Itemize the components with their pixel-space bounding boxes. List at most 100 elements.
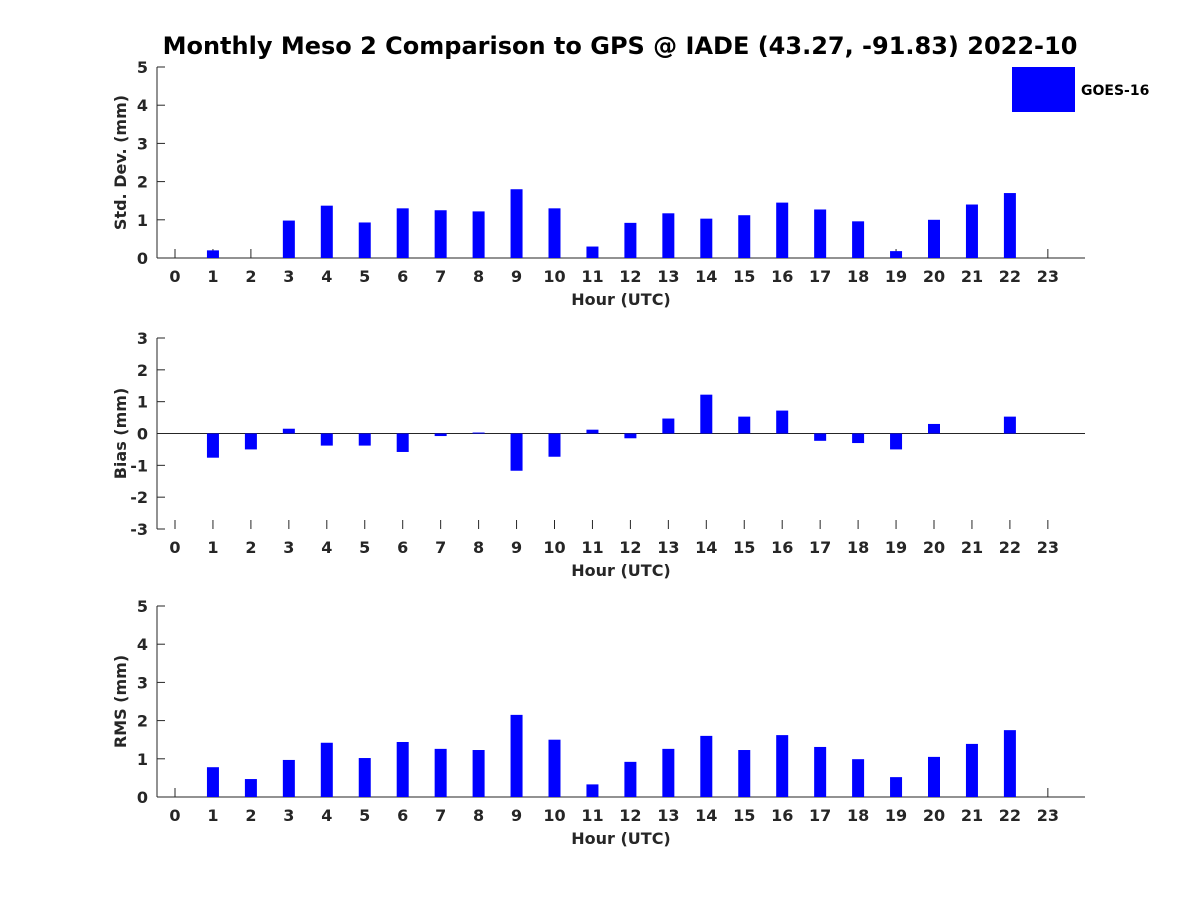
x-tick-label: 11 xyxy=(581,806,603,825)
x-tick-label: 8 xyxy=(473,267,484,286)
bar-rms-hour-19 xyxy=(890,777,903,797)
bar-rms-hour-5 xyxy=(358,758,371,797)
bar-bias-hour-20 xyxy=(928,423,940,434)
x-tick-label: 14 xyxy=(695,806,717,825)
x-tick-label: 14 xyxy=(695,538,717,557)
x-tick-label: 7 xyxy=(435,806,446,825)
x-tick-label: 23 xyxy=(1037,538,1059,557)
x-tick-label: 1 xyxy=(207,806,218,825)
bar-rms-hour-10 xyxy=(548,739,561,797)
x-tick-label: 2 xyxy=(245,806,256,825)
x-tick-label: 8 xyxy=(473,806,484,825)
x-tick-label: 4 xyxy=(321,267,332,286)
legend-label-goes-16: GOES-16 xyxy=(1081,83,1149,99)
y-tick-label: 0 xyxy=(137,425,148,444)
y-tick-label: 3 xyxy=(137,134,148,153)
x-tick-label: 17 xyxy=(809,267,831,286)
y-tick-label: -1 xyxy=(130,456,148,475)
y-tick-label: 2 xyxy=(137,173,148,192)
y-tick-label: 1 xyxy=(137,211,148,230)
bar-std-dev-hour-14 xyxy=(700,218,713,258)
x-tick-label: 17 xyxy=(809,806,831,825)
x-tick-label: 10 xyxy=(543,806,565,825)
bar-bias-hour-7 xyxy=(434,433,447,437)
bar-std-dev-hour-5 xyxy=(358,222,371,258)
x-tick-label: 4 xyxy=(321,538,332,557)
bar-std-dev-hour-10 xyxy=(548,208,561,258)
bar-bias-hour-12 xyxy=(624,433,637,439)
bar-rms-hour-11 xyxy=(586,784,599,797)
y-axis-label-std-dev: Std. Dev. (mm) xyxy=(111,95,130,230)
bar-bias-hour-9 xyxy=(510,433,523,471)
x-tick-label: 12 xyxy=(619,538,641,557)
y-tick-label: 1 xyxy=(137,393,148,412)
x-tick-label: 1 xyxy=(207,267,218,286)
bar-rms-hour-3 xyxy=(282,759,295,797)
y-tick-label: 3 xyxy=(137,329,148,348)
x-tick-label: 9 xyxy=(511,267,522,286)
x-tick-label: 11 xyxy=(581,267,603,286)
bar-rms-hour-20 xyxy=(928,756,940,797)
x-tick-label: 2 xyxy=(245,267,256,286)
x-tick-label: 5 xyxy=(359,538,370,557)
x-tick-label: 3 xyxy=(283,538,294,557)
bar-rms-hour-13 xyxy=(662,748,675,797)
x-tick-label: 9 xyxy=(511,538,522,557)
x-tick-label: 15 xyxy=(733,806,755,825)
x-tick-label: 16 xyxy=(771,806,793,825)
x-tick-label: 5 xyxy=(359,806,370,825)
bar-rms-hour-17 xyxy=(814,746,827,797)
bar-std-dev-hour-4 xyxy=(320,205,333,258)
bar-bias-hour-19 xyxy=(890,433,903,450)
bar-std-dev-hour-20 xyxy=(928,219,940,258)
bar-rms-hour-8 xyxy=(472,750,485,797)
bar-std-dev-hour-19 xyxy=(890,251,903,258)
bar-bias-hour-13 xyxy=(662,418,675,434)
bar-bias-hour-8 xyxy=(472,432,485,434)
y-tick-label: 1 xyxy=(137,750,148,769)
y-tick-label: 5 xyxy=(137,597,148,616)
chart-title: Monthly Meso 2 Comparison to GPS @ IADE … xyxy=(163,32,1078,60)
bar-bias-hour-18 xyxy=(852,433,865,444)
x-tick-label: 3 xyxy=(283,806,294,825)
y-tick-label: 3 xyxy=(137,673,148,692)
y-tick-label: -2 xyxy=(130,488,148,507)
y-tick-label: 0 xyxy=(137,249,148,268)
bar-rms-hour-4 xyxy=(320,742,333,797)
bar-bias-hour-22 xyxy=(1003,416,1016,434)
bar-rms-hour-21 xyxy=(965,743,978,797)
x-tick-label: 13 xyxy=(657,538,679,557)
x-tick-label: 15 xyxy=(733,538,755,557)
x-tick-label: 5 xyxy=(359,267,370,286)
y-axis-label-bias: Bias (mm) xyxy=(111,388,130,480)
bar-std-dev-hour-6 xyxy=(396,208,409,258)
x-tick-label: 6 xyxy=(397,267,408,286)
x-tick-label: 20 xyxy=(923,267,945,286)
bar-std-dev-hour-11 xyxy=(586,246,599,258)
bar-std-dev-hour-9 xyxy=(510,189,523,258)
y-axis-label-rms: RMS (mm) xyxy=(111,655,130,748)
x-tick-label: 19 xyxy=(885,538,907,557)
bar-std-dev-hour-16 xyxy=(776,202,789,258)
bar-std-dev-hour-22 xyxy=(1003,193,1016,258)
bar-std-dev-hour-21 xyxy=(965,204,978,258)
x-tick-label: 12 xyxy=(619,806,641,825)
x-tick-label: 15 xyxy=(733,267,755,286)
bar-bias-hour-10 xyxy=(548,433,561,457)
x-tick-label: 16 xyxy=(771,267,793,286)
bar-bias-hour-1 xyxy=(206,433,219,458)
bar-bias-hour-16 xyxy=(776,410,789,434)
y-tick-label: 4 xyxy=(137,635,148,654)
bar-std-dev-hour-1 xyxy=(206,250,219,258)
x-tick-label: 10 xyxy=(543,267,565,286)
x-tick-label: 22 xyxy=(999,538,1021,557)
x-tick-label: 18 xyxy=(847,267,869,286)
bar-rms-hour-18 xyxy=(852,759,865,797)
x-tick-label: 10 xyxy=(543,538,565,557)
x-tick-label: 2 xyxy=(245,538,256,557)
legend: GOES-16 xyxy=(1012,67,1149,112)
bar-bias-hour-3 xyxy=(282,428,295,434)
y-tick-label: 5 xyxy=(137,58,148,77)
